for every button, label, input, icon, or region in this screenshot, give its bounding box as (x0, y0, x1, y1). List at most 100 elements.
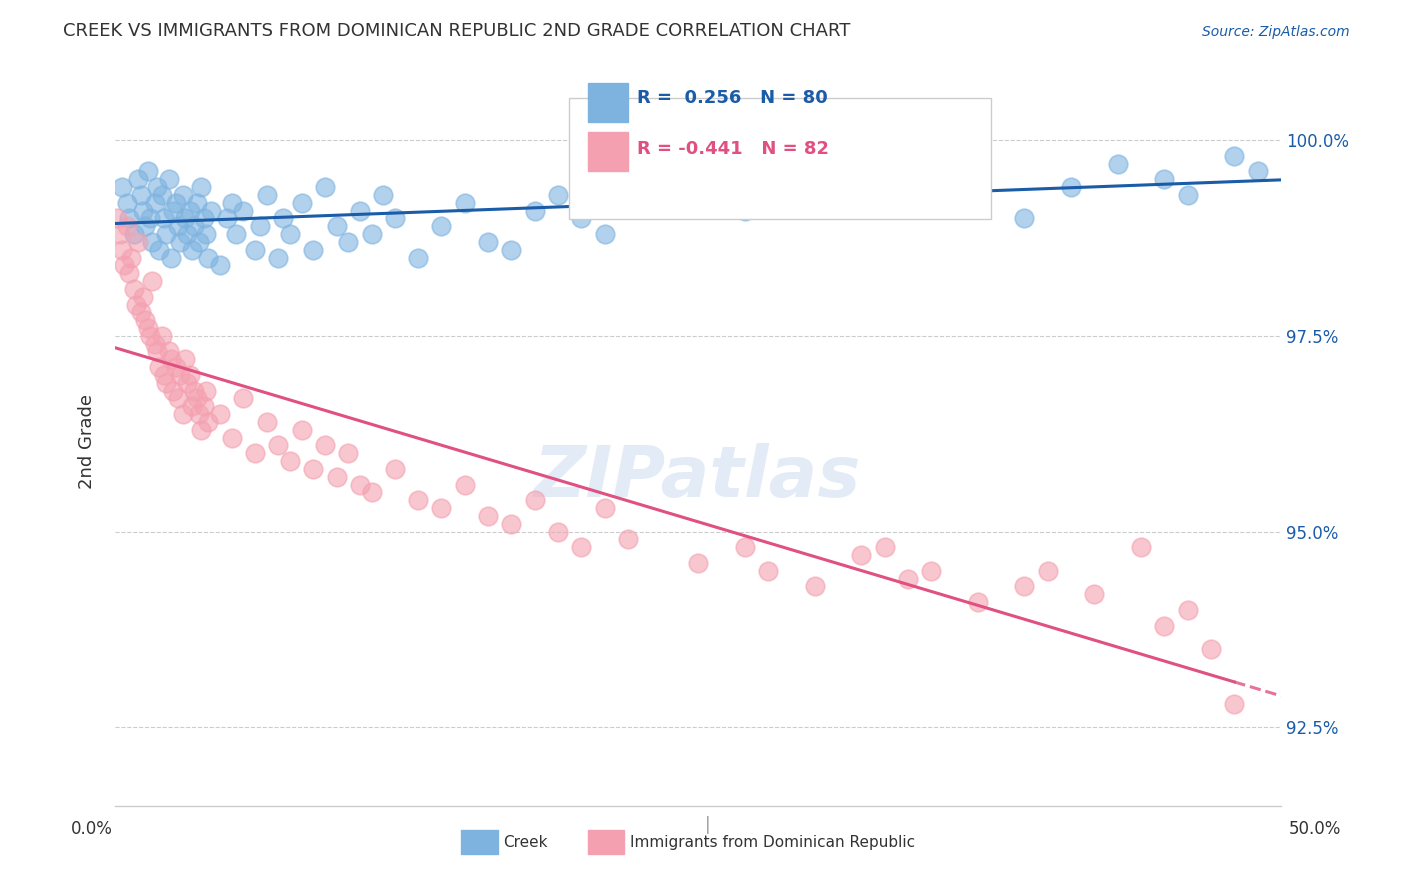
Point (232, 392, 254, 406)
Point (115, 219, 138, 234)
Point (105, 211, 128, 226)
Point (920, 564, 942, 578)
Text: Immigrants from Dominican Republic: Immigrants from Dominican Republic (630, 835, 915, 849)
Point (256, 187, 278, 202)
Point (337, 446, 360, 460)
Text: |: | (704, 815, 710, 833)
Point (190, 423, 212, 437)
Point (194, 384, 217, 398)
Point (314, 438, 336, 452)
Point (302, 243, 325, 257)
Point (134, 313, 156, 327)
Point (617, 180, 640, 194)
Point (278, 227, 301, 241)
Point (127, 235, 149, 249)
Point (146, 180, 169, 194)
Point (193, 399, 215, 413)
Point (1246, 164, 1268, 178)
Point (143, 336, 166, 351)
Point (160, 251, 183, 265)
Point (150, 187, 173, 202)
Point (115, 195, 138, 210)
Point (186, 392, 208, 406)
Point (174, 211, 197, 226)
Point (454, 477, 477, 491)
Point (188, 407, 211, 421)
Point (325, 470, 347, 484)
Point (271, 211, 294, 226)
Point (1014, 579, 1036, 593)
Point (112, 258, 135, 272)
Point (349, 203, 371, 218)
Point (174, 352, 197, 367)
Point (593, 501, 616, 516)
Point (571, 541, 593, 555)
Point (851, 548, 873, 562)
Text: R =  0.256   N = 80: R = 0.256 N = 80 (637, 89, 828, 107)
Point (920, 172, 942, 186)
Point (225, 227, 247, 241)
Point (129, 187, 152, 202)
Point (1153, 618, 1175, 632)
Point (153, 368, 176, 382)
Point (118, 266, 141, 280)
Point (360, 485, 382, 500)
Point (1223, 697, 1246, 711)
Point (1036, 564, 1059, 578)
Point (523, 493, 546, 508)
Point (155, 376, 177, 390)
Point (477, 235, 499, 249)
Point (267, 251, 290, 265)
Point (132, 203, 155, 218)
Point (1177, 603, 1199, 617)
Point (243, 446, 266, 460)
Text: 50.0%: 50.0% (1288, 820, 1341, 838)
Point (179, 203, 201, 218)
Text: ZIPatlas: ZIPatlas (534, 443, 862, 512)
Point (897, 572, 920, 586)
Point (278, 454, 301, 468)
Point (686, 556, 709, 570)
Point (153, 211, 176, 226)
Point (111, 180, 134, 194)
Point (966, 595, 988, 609)
Point (150, 328, 173, 343)
Point (148, 243, 170, 257)
Point (803, 149, 825, 163)
Point (1223, 149, 1246, 163)
Point (571, 211, 593, 226)
Point (181, 399, 204, 413)
Point (125, 297, 148, 311)
Point (501, 243, 523, 257)
Point (176, 376, 198, 390)
Point (873, 541, 896, 555)
Y-axis label: 2nd Grade: 2nd Grade (79, 394, 96, 489)
Point (249, 219, 271, 234)
Point (734, 203, 756, 218)
Point (501, 516, 523, 531)
Point (167, 219, 190, 234)
Point (141, 235, 163, 249)
Point (547, 187, 569, 202)
Point (118, 211, 141, 226)
Point (129, 305, 152, 319)
Point (146, 344, 169, 359)
Point (710, 164, 733, 178)
Point (373, 187, 395, 202)
Point (193, 211, 215, 226)
Point (1177, 187, 1199, 202)
Point (169, 235, 191, 249)
Point (157, 172, 180, 186)
Text: R = -0.441   N = 82: R = -0.441 N = 82 (637, 140, 830, 158)
Point (851, 187, 873, 202)
Point (169, 368, 191, 382)
Point (165, 195, 187, 210)
Point (406, 251, 429, 265)
Point (523, 203, 546, 218)
Point (360, 227, 382, 241)
Point (290, 195, 312, 210)
Point (122, 227, 145, 241)
Point (165, 360, 187, 375)
Point (183, 219, 205, 234)
Point (290, 423, 312, 437)
